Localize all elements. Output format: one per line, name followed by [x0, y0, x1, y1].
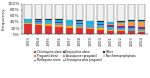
- Bar: [86, 21, 94, 23]
- Bar: [128, 20, 135, 21]
- Bar: [107, 30, 114, 31]
- Bar: [97, 4, 104, 34]
- Bar: [86, 28, 94, 29]
- Bar: [55, 20, 63, 22]
- Bar: [117, 26, 125, 28]
- Bar: [97, 22, 104, 24]
- Bar: [107, 22, 114, 24]
- Bar: [55, 27, 63, 34]
- Bar: [117, 31, 125, 34]
- Bar: [66, 4, 73, 20]
- Bar: [117, 23, 125, 26]
- Bar: [86, 29, 94, 34]
- Bar: [66, 28, 73, 34]
- Bar: [45, 26, 52, 34]
- Bar: [66, 23, 73, 26]
- Bar: [117, 4, 125, 21]
- Bar: [117, 30, 125, 31]
- Bar: [35, 25, 42, 34]
- Bar: [24, 24, 32, 34]
- Bar: [24, 4, 32, 34]
- Bar: [138, 22, 146, 27]
- Bar: [128, 32, 135, 34]
- Bar: [86, 4, 94, 34]
- Bar: [76, 21, 84, 23]
- Bar: [138, 20, 146, 21]
- Bar: [128, 28, 135, 31]
- Bar: [76, 27, 84, 28]
- Bar: [66, 26, 73, 28]
- Bar: [45, 4, 52, 19]
- Bar: [97, 4, 104, 21]
- Bar: [97, 21, 104, 22]
- Bar: [138, 4, 146, 34]
- Bar: [128, 22, 135, 26]
- Bar: [35, 24, 42, 25]
- Bar: [138, 32, 146, 34]
- Legend: Chloroquine alone, Proguanil alone, Mefloquine alone, Doxycycline alone, Atovaqu: Chloroquine alone, Proguanil alone, Mefl…: [33, 49, 137, 64]
- Bar: [35, 21, 42, 22]
- Bar: [24, 21, 32, 23]
- Bar: [97, 28, 104, 30]
- Bar: [138, 29, 146, 31]
- Bar: [24, 4, 32, 19]
- Bar: [45, 20, 52, 22]
- Bar: [55, 22, 63, 23]
- Bar: [107, 4, 114, 22]
- Bar: [24, 23, 32, 24]
- Bar: [45, 19, 52, 20]
- Bar: [55, 4, 63, 34]
- Bar: [55, 25, 63, 27]
- Bar: [76, 28, 84, 34]
- Bar: [86, 24, 94, 28]
- Bar: [107, 31, 114, 34]
- Bar: [107, 24, 114, 25]
- Bar: [107, 27, 114, 30]
- Bar: [35, 19, 42, 20]
- Bar: [76, 4, 84, 34]
- Bar: [97, 30, 104, 34]
- Bar: [55, 4, 63, 19]
- Bar: [35, 4, 42, 19]
- Bar: [138, 27, 146, 29]
- Bar: [128, 4, 135, 34]
- Bar: [35, 4, 42, 34]
- Bar: [76, 4, 84, 20]
- Bar: [55, 23, 63, 25]
- Bar: [35, 22, 42, 24]
- Bar: [24, 19, 32, 21]
- Bar: [117, 21, 125, 22]
- Bar: [128, 21, 135, 22]
- Bar: [86, 4, 94, 21]
- Bar: [35, 20, 42, 21]
- Bar: [128, 4, 135, 20]
- Bar: [45, 4, 52, 34]
- Bar: [138, 21, 146, 22]
- Bar: [107, 25, 114, 27]
- Bar: [76, 23, 84, 27]
- Bar: [107, 4, 114, 34]
- Bar: [138, 4, 146, 20]
- Bar: [117, 22, 125, 23]
- Y-axis label: Frequency: Frequency: [2, 8, 6, 30]
- Bar: [45, 24, 52, 26]
- Bar: [55, 19, 63, 20]
- Bar: [138, 31, 146, 32]
- Bar: [97, 24, 104, 25]
- Bar: [128, 31, 135, 32]
- Bar: [97, 25, 104, 28]
- Bar: [66, 4, 73, 34]
- Bar: [117, 28, 125, 30]
- Bar: [45, 22, 52, 24]
- Bar: [76, 20, 84, 21]
- Bar: [86, 23, 94, 24]
- Bar: [117, 4, 125, 34]
- Bar: [66, 20, 73, 23]
- Bar: [128, 26, 135, 28]
